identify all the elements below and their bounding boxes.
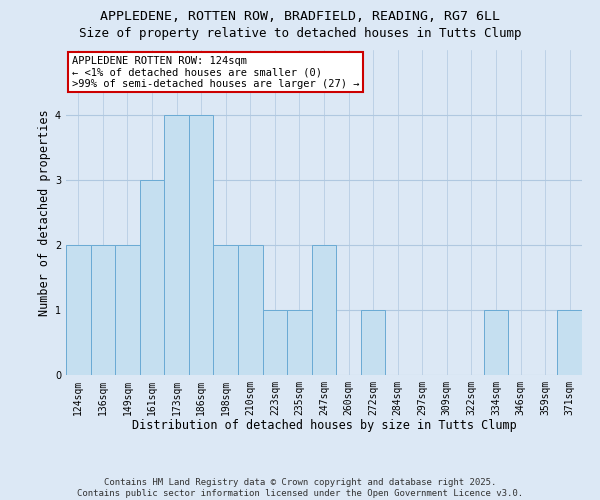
Bar [214,245,238,375]
Bar [164,115,189,375]
Bar [312,245,336,375]
Text: Size of property relative to detached houses in Tutts Clump: Size of property relative to detached ho… [79,28,521,40]
Text: APPLEDENE, ROTTEN ROW, BRADFIELD, READING, RG7 6LL: APPLEDENE, ROTTEN ROW, BRADFIELD, READIN… [100,10,500,23]
Bar [66,245,91,375]
Bar [557,310,582,375]
Bar [140,180,164,375]
Bar [263,310,287,375]
Bar [91,245,115,375]
Y-axis label: Number of detached properties: Number of detached properties [38,109,51,316]
Bar [189,115,214,375]
X-axis label: Distribution of detached houses by size in Tutts Clump: Distribution of detached houses by size … [131,420,517,432]
Bar [115,245,140,375]
Bar [361,310,385,375]
Bar [238,245,263,375]
Bar [484,310,508,375]
Text: Contains HM Land Registry data © Crown copyright and database right 2025.
Contai: Contains HM Land Registry data © Crown c… [77,478,523,498]
Bar [287,310,312,375]
Text: APPLEDENE ROTTEN ROW: 124sqm
← <1% of detached houses are smaller (0)
>99% of se: APPLEDENE ROTTEN ROW: 124sqm ← <1% of de… [71,56,359,89]
